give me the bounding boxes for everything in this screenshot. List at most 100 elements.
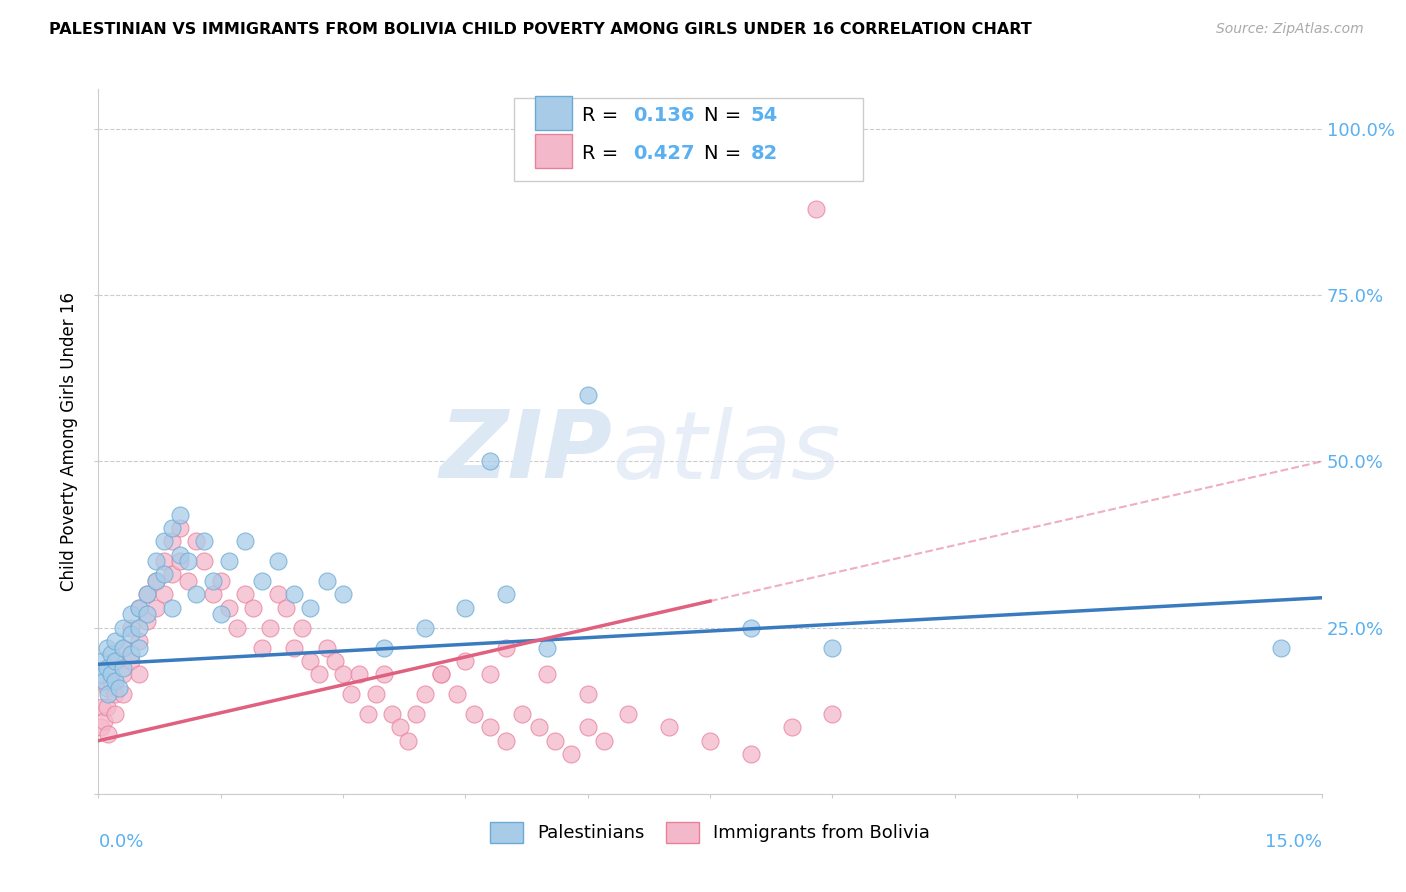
Point [145,574,167,589]
Point [100,673,122,688]
Text: N =: N = [704,106,748,125]
Point [136,607,159,622]
Point [93,714,115,728]
Point [128,667,150,681]
Point [201,574,224,589]
Point [617,707,640,722]
Point [160,521,183,535]
Point [218,554,240,568]
Point [430,667,453,681]
Point [169,508,191,522]
Point [152,554,174,568]
Point [96,660,118,674]
Point [128,621,150,635]
Text: 82: 82 [751,144,778,163]
Point [430,667,453,681]
Point [780,720,803,734]
Point [193,554,215,568]
Point [323,654,346,668]
Point [495,733,517,747]
Point [160,600,183,615]
Point [250,640,273,655]
Point [527,720,550,734]
Point [413,621,436,635]
Point [169,548,191,562]
Point [209,607,232,622]
Y-axis label: Child Poverty Among Girls Under 16: Child Poverty Among Girls Under 16 [60,292,79,591]
Point [495,640,517,655]
Point [340,687,363,701]
Point [145,574,167,589]
Point [364,687,387,701]
Point [160,567,183,582]
Text: 0.0%: 0.0% [98,832,143,851]
Point [259,621,281,635]
Point [120,647,142,661]
Point [283,587,305,601]
Point [250,574,273,589]
Point [91,700,114,714]
Point [446,687,468,701]
Point [226,621,249,635]
Point [740,747,762,761]
Point [104,654,127,668]
Point [136,614,159,628]
Point [128,600,150,615]
Text: N =: N = [704,144,748,163]
Point [111,640,134,655]
Point [145,600,167,615]
Point [454,600,477,615]
Point [128,600,150,615]
Point [373,667,395,681]
Point [658,720,681,734]
Point [544,733,567,747]
Point [576,687,599,701]
Point [91,654,114,668]
Point [740,621,762,635]
Point [821,640,844,655]
FancyBboxPatch shape [536,134,572,168]
Point [104,707,127,722]
Point [332,667,354,681]
Point [308,667,330,681]
Text: atlas: atlas [612,407,841,498]
Point [389,720,412,734]
Point [299,654,322,668]
Point [104,687,127,701]
Point [96,700,118,714]
Text: ZIP: ZIP [439,406,612,498]
Point [136,587,159,601]
Point [405,707,427,722]
Point [111,621,134,635]
Point [356,707,378,722]
Point [536,640,558,655]
Point [315,640,337,655]
Point [120,607,142,622]
Point [120,627,142,641]
Point [93,673,115,688]
Point [299,600,322,615]
Point [152,587,174,601]
Point [699,733,721,747]
Point [186,587,208,601]
Point [209,574,232,589]
Point [349,667,371,681]
Point [96,640,118,655]
Text: R =: R = [582,144,624,163]
Point [120,654,142,668]
Point [821,707,844,722]
FancyBboxPatch shape [536,95,572,129]
Point [97,687,120,701]
Point [100,667,122,681]
Point [145,554,167,568]
Point [108,681,131,695]
Point [478,720,501,734]
Point [332,587,354,601]
Point [274,600,297,615]
Point [804,202,827,216]
Point [177,554,200,568]
Point [381,707,404,722]
Point [186,534,208,549]
Point [267,554,290,568]
Point [413,687,436,701]
